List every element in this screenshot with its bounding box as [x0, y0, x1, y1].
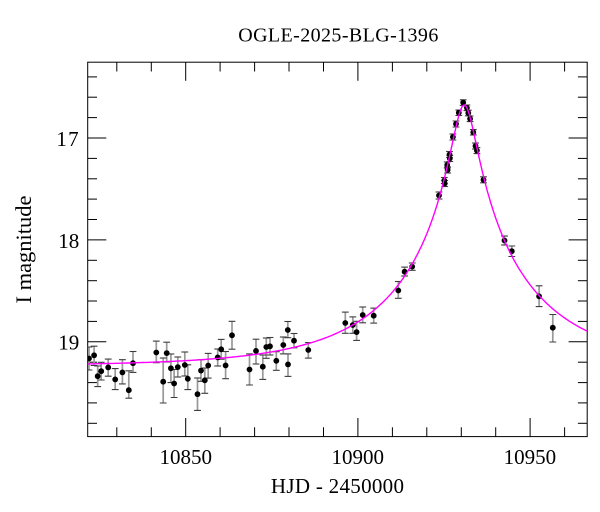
svg-text:10950: 10950 — [504, 445, 557, 469]
svg-text:18: 18 — [58, 229, 79, 253]
svg-text:OGLE-2025-BLG-1396: OGLE-2025-BLG-1396 — [238, 24, 439, 46]
svg-text:HJD - 2450000: HJD - 2450000 — [271, 474, 404, 498]
svg-text:10900: 10900 — [331, 445, 384, 469]
svg-text:17: 17 — [56, 127, 79, 151]
svg-text:19: 19 — [58, 330, 79, 354]
svg-text:10850: 10850 — [159, 445, 212, 469]
svg-text:I magnitude: I magnitude — [11, 195, 36, 303]
